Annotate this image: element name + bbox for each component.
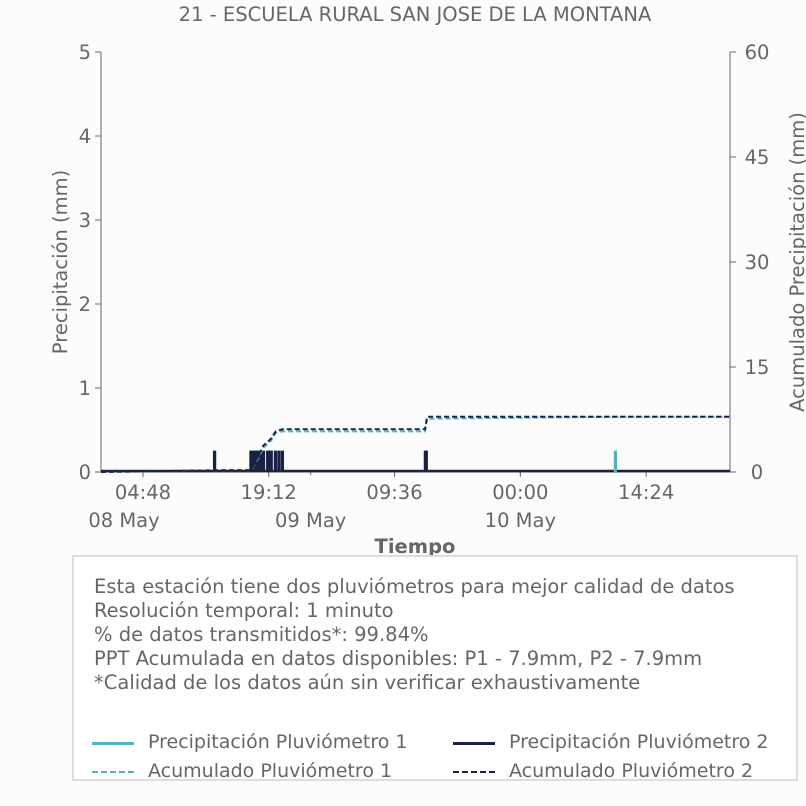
y2-tick-label: 60 xyxy=(745,41,770,64)
legend-label-precip-p1: Precipitación Pluviómetro 1 xyxy=(148,731,408,753)
precip-bar xyxy=(269,450,273,472)
legend-swatch-precip-p1 xyxy=(92,742,134,745)
info-box: Esta estación tiene dos pluviómetros par… xyxy=(72,555,798,782)
legend-label-accum-p1: Acumulado Pluviómetro 1 xyxy=(148,760,393,782)
x-tick-label: 00:00 xyxy=(492,481,548,504)
x-tick-label: 09:36 xyxy=(366,481,422,504)
info-line-transmitted: % de datos transmitidos*: 99.84% xyxy=(94,623,429,646)
y-tick-label: 5 xyxy=(79,41,91,64)
legend-label-precip-p2: Precipitación Pluviómetro 2 xyxy=(509,731,769,753)
x-tick-label: 19:12 xyxy=(241,481,297,504)
precip-bar xyxy=(277,450,281,472)
y-tick-label: 2 xyxy=(79,293,91,316)
y-axis-label: Precipitación (mm) xyxy=(49,170,72,354)
y2-tick-label: 45 xyxy=(745,146,770,169)
precip-bar xyxy=(261,450,266,472)
rainfall-chart: 21 - ESCUELA RURAL SAN JOSE DE LA MONTAN… xyxy=(49,3,806,558)
precip-bar xyxy=(259,450,264,472)
y2-tick-label: 15 xyxy=(745,356,770,379)
precip-bar xyxy=(249,450,253,472)
info-line-resolution: Resolución temporal: 1 minuto xyxy=(94,599,394,622)
x-tick-label: 14:24 xyxy=(618,481,674,504)
cumulative-line xyxy=(100,415,730,473)
y-tick-label: 1 xyxy=(79,377,91,400)
info-line-quality-note: *Calidad de los datos aún sin verificar … xyxy=(94,671,641,694)
x-date-label: 09 May xyxy=(275,509,346,532)
x-date-label: 08 May xyxy=(88,509,159,532)
chart-title: 21 - ESCUELA RURAL SAN JOSE DE LA MONTAN… xyxy=(179,3,652,26)
precip-bar xyxy=(251,450,255,472)
precip-bar xyxy=(273,450,278,472)
precip-bar xyxy=(266,450,270,472)
y2-axis-label: Acumulado Precipitación (mm) xyxy=(786,112,806,412)
legend-swatch-accum-p1 xyxy=(92,771,134,773)
y2-tick-label: 0 xyxy=(751,461,763,484)
precip-bar xyxy=(267,450,272,472)
info-line-dual-gauge: Esta estación tiene dos pluviómetros par… xyxy=(94,575,735,598)
legend-swatch-accum-p2 xyxy=(453,771,495,773)
x-axis-label: Tiempo xyxy=(375,535,456,558)
cumulative-line xyxy=(100,415,730,473)
precip-bar xyxy=(258,450,262,472)
legend-label-accum-p2: Acumulado Pluviómetro 2 xyxy=(509,760,754,782)
x-tick-label: 04:48 xyxy=(115,481,171,504)
y-tick-label: 0 xyxy=(79,461,91,484)
y-tick-label: 3 xyxy=(79,209,91,232)
precip-bar xyxy=(212,450,217,472)
y2-tick-label: 30 xyxy=(745,251,770,274)
precip-bar xyxy=(280,450,285,472)
precip-bar xyxy=(252,450,257,472)
precip-bar xyxy=(256,450,260,472)
info-line-accumulated: PPT Acumulada en datos disponibles: P1 -… xyxy=(94,647,703,670)
y-tick-label: 4 xyxy=(79,125,91,148)
precip-bar xyxy=(424,450,428,472)
x-date-label: 10 May xyxy=(485,509,556,532)
precip-bar xyxy=(613,450,618,472)
legend-swatch-precip-p2 xyxy=(453,742,495,745)
